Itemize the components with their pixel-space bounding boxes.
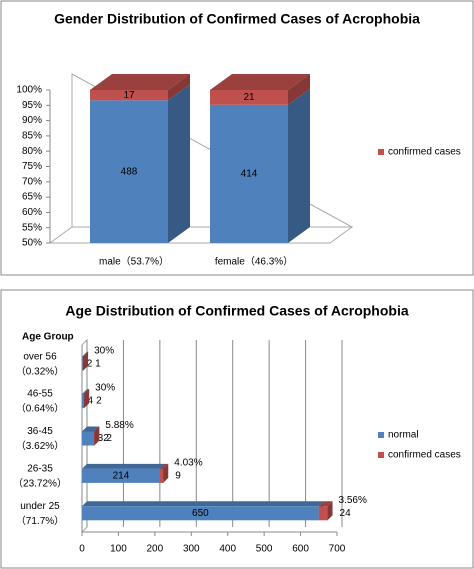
data-label: 2 — [106, 433, 112, 444]
bar-side — [83, 351, 89, 371]
y-tick-label: （0.64%） — [16, 403, 64, 415]
bar — [318, 506, 328, 521]
bar-side — [94, 426, 100, 446]
data-label: 9 — [175, 471, 181, 482]
x-tick-label: 0 — [79, 544, 85, 555]
data-label: 1 — [95, 358, 101, 369]
y-tick-label: over 56 — [23, 351, 57, 362]
bar-side — [163, 463, 169, 483]
bar-top — [82, 463, 165, 469]
legend-swatch — [378, 149, 384, 155]
data-label: 2 — [96, 396, 102, 407]
data-label: 32 — [98, 433, 110, 444]
bar — [82, 394, 84, 409]
bar-side — [84, 389, 90, 409]
bar — [82, 506, 319, 521]
x-tick-label: 500 — [256, 544, 273, 555]
y-tick-label: 60% — [22, 207, 42, 218]
bar — [159, 468, 164, 483]
bar-top — [159, 463, 169, 469]
bar — [82, 356, 83, 371]
y-axis-label: Age Group — [22, 332, 74, 343]
x-tick-label: 700 — [329, 544, 346, 555]
y-tick-label: 100% — [16, 85, 42, 96]
y-tick-label: 50% — [22, 238, 42, 249]
y-tick-label: 70% — [22, 176, 42, 187]
bar-top — [82, 351, 88, 357]
bar — [90, 100, 168, 243]
bar-side — [288, 88, 310, 243]
y-tick-label: 55% — [22, 222, 42, 233]
bar-top — [82, 426, 99, 432]
x-tick-label: female（46.3%） — [215, 256, 293, 268]
bar-top — [82, 351, 89, 357]
bar-side — [168, 84, 190, 243]
bar-top — [90, 74, 190, 90]
data-label: 24 — [340, 508, 352, 519]
data-label: 214 — [113, 471, 130, 482]
data-label: 21 — [243, 92, 255, 103]
y-tick-label: under 25 — [20, 501, 60, 512]
chart-title: Age Distribution of Confirmed Cases of A… — [65, 303, 408, 319]
data-label: 488 — [121, 166, 138, 177]
y-tick-label: 85% — [22, 131, 42, 142]
data-label: 650 — [192, 508, 209, 519]
chart-frame — [0, 289, 474, 569]
bar-top — [82, 389, 89, 395]
x-tick-label: 100 — [110, 544, 127, 555]
bar-side — [288, 74, 310, 105]
rate-label: 4.03% — [174, 458, 202, 469]
rate-label: 3.56% — [339, 495, 367, 506]
y-tick-label: 36-45 — [27, 426, 53, 437]
legend-label: confirmed cases — [388, 450, 461, 461]
x-tick-label: 400 — [219, 544, 236, 555]
bar — [82, 468, 160, 483]
data-label: 414 — [241, 169, 258, 180]
data-label: 17 — [123, 90, 135, 101]
y-tick-label: 46-55 — [27, 389, 53, 400]
y-tick-label: 65% — [22, 192, 42, 203]
legend-label: normal — [388, 430, 419, 441]
x-tick-label: 300 — [183, 544, 200, 555]
bar-top — [82, 501, 324, 507]
rate-label: 30% — [94, 345, 114, 356]
rate-label: 5.88% — [105, 420, 133, 431]
x-tick-label: 200 — [147, 544, 164, 555]
y-tick-label: （23.72%） — [13, 478, 67, 490]
legend-label: confirmed cases — [388, 147, 461, 158]
bar-top — [210, 74, 310, 90]
bar — [83, 394, 85, 409]
bar-top — [318, 501, 333, 507]
bar-side — [327, 501, 333, 521]
y-tick-label: 80% — [22, 146, 42, 157]
bar-side — [168, 74, 190, 101]
chart-title: Gender Distribution of Confirmed Cases o… — [54, 11, 420, 27]
x-tick-label: 600 — [292, 544, 309, 555]
y-tick-label: 90% — [22, 115, 42, 126]
bar — [90, 90, 168, 101]
bar-top — [83, 389, 90, 395]
data-label: 4 — [87, 396, 93, 407]
bar — [93, 431, 95, 446]
bar-top — [93, 426, 100, 432]
y-tick-label: （0.32%） — [16, 365, 64, 377]
bar — [82, 431, 94, 446]
y-tick-label: 75% — [22, 161, 42, 172]
rate-label: 30% — [95, 383, 115, 394]
y-tick-label: 26-35 — [27, 464, 53, 475]
legend-swatch — [378, 452, 384, 458]
data-label: 2 — [87, 358, 93, 369]
y-tick-label: 95% — [22, 100, 42, 111]
y-tick-label: （3.62%） — [16, 440, 64, 452]
x-tick-label: male（53.7%） — [99, 256, 169, 268]
y-tick-label: （71.7%） — [16, 515, 64, 527]
legend-swatch — [378, 432, 384, 438]
bar — [210, 90, 288, 105]
bar — [210, 104, 288, 243]
